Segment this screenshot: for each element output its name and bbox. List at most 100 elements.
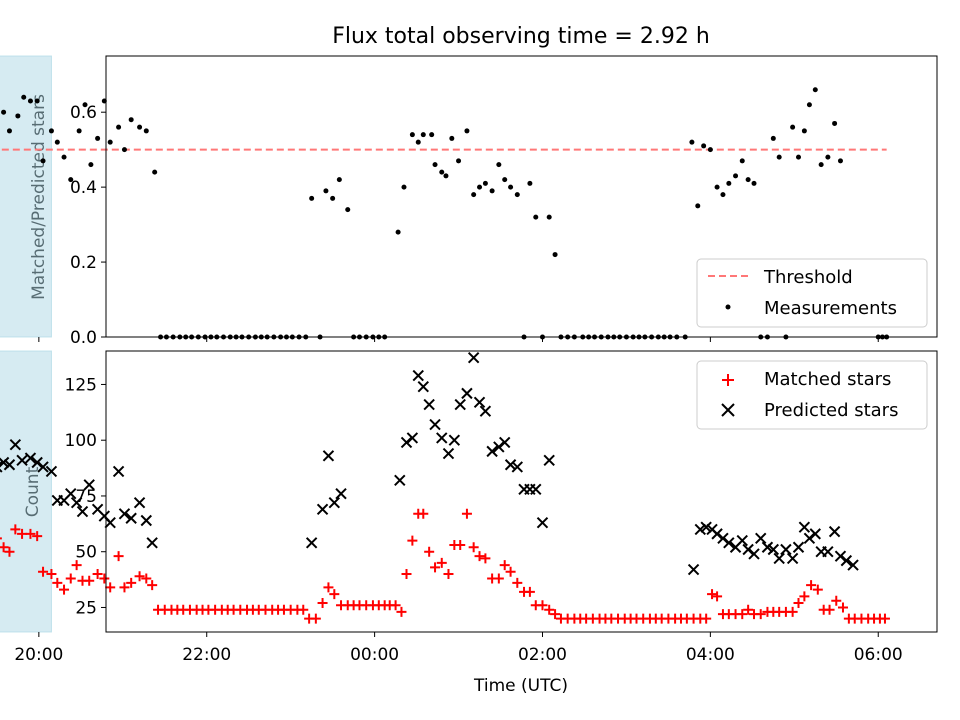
predicted-star-point <box>9 438 22 451</box>
matched-star-point <box>831 595 842 606</box>
predicted-star-point <box>305 537 318 549</box>
measurement-point <box>323 188 329 194</box>
matched-star-point <box>59 584 70 595</box>
predicted-star-point <box>780 543 792 556</box>
chart-title: Flux total observing time = 2.92 h <box>332 24 710 49</box>
matched-star-point <box>99 573 110 584</box>
matched-star-point <box>25 528 36 539</box>
matched-star-point <box>793 598 804 609</box>
predicted-star-point <box>406 432 419 444</box>
predicted-stars-series <box>0 351 859 576</box>
measurement-point <box>825 154 831 160</box>
matched-star-point <box>0 542 9 553</box>
matched-star-point <box>105 582 116 593</box>
matched-legend-swatch <box>722 374 734 386</box>
measurement-point <box>689 139 695 145</box>
predicted-star-point <box>70 496 83 509</box>
matched-star-point <box>787 606 798 617</box>
measurement-point <box>751 180 757 186</box>
measurement-point <box>456 158 462 164</box>
top-legend: Threshold Measurements <box>696 258 928 328</box>
matched-star-point <box>4 546 15 557</box>
measurement-point <box>733 173 739 179</box>
predicted-star-point <box>530 483 542 495</box>
top-axes-frame <box>105 55 938 338</box>
matched-star-point <box>134 571 145 582</box>
predicted-star-point <box>104 517 116 529</box>
measurement-point <box>508 184 514 190</box>
measurement-point <box>776 154 782 160</box>
measurement-point <box>6 128 12 134</box>
matched-star-point <box>436 557 447 568</box>
predicted-star-point <box>473 396 486 409</box>
measurement-point <box>395 229 401 235</box>
predicted-star-point <box>322 450 335 462</box>
measurement-point <box>502 177 508 183</box>
predicted-star-point <box>448 434 461 446</box>
matched-star-point <box>401 569 412 580</box>
matched-star-point <box>799 591 810 602</box>
measurement-point <box>15 113 21 119</box>
matched-star-point <box>712 591 723 602</box>
measurement-point <box>54 139 60 145</box>
x-axis-label: Time (UTC) <box>473 676 568 696</box>
measurement-point <box>61 154 67 160</box>
predicted-star-point <box>773 552 785 565</box>
measurement-point <box>121 147 127 153</box>
predicted-star-point <box>328 496 341 509</box>
predicted-star-point <box>76 505 89 518</box>
measurement-point <box>695 203 701 209</box>
measurement-point <box>116 124 122 130</box>
matched-star-point <box>480 553 491 564</box>
measurement-point <box>330 195 336 201</box>
matched-stars-series <box>0 508 890 624</box>
predicted-star-point <box>828 525 841 538</box>
matched-star-point <box>499 560 510 571</box>
measurement-point <box>477 184 483 190</box>
measurement-point <box>546 214 552 220</box>
predicted-star-point <box>394 474 406 487</box>
x-tick-label: 04:00 <box>686 645 735 665</box>
measurement-point <box>533 214 539 220</box>
measurement-point <box>95 135 101 141</box>
measurement-point <box>812 87 818 93</box>
measurement-point <box>527 180 533 186</box>
measurement-point <box>464 128 470 134</box>
matched-star-point <box>396 606 407 617</box>
predicted-legend-swatch <box>721 403 735 417</box>
matched-star-point <box>524 586 535 597</box>
matched-star-point <box>837 602 848 613</box>
predicted-star-point <box>511 461 524 473</box>
measurement-point <box>707 147 713 153</box>
matched-star-point <box>537 600 548 611</box>
matched-star-point <box>424 546 435 557</box>
x-tick-label: 20:00 <box>14 645 63 665</box>
matched-star-point <box>119 582 130 593</box>
matched-star-point <box>317 598 328 609</box>
matched-star-point <box>812 584 823 595</box>
matched-star-point <box>512 577 523 588</box>
measurement-point <box>143 128 149 134</box>
predicted-star-point <box>736 534 748 547</box>
matched-star-point <box>737 609 748 620</box>
predicted-star-point <box>140 514 152 527</box>
matched-star-point <box>544 604 555 615</box>
matched-star-point <box>329 589 340 600</box>
predicted-star-point <box>792 541 805 553</box>
measurement-point <box>420 132 426 138</box>
measurement-point <box>48 128 54 134</box>
matched-star-point <box>755 609 766 620</box>
x-tick-label: 06:00 <box>854 645 903 665</box>
predicted-star-point <box>767 543 780 556</box>
predicted-star-point <box>423 398 435 411</box>
matched-star-point <box>298 604 309 615</box>
predicted-star-point <box>146 537 158 549</box>
measurement-point <box>88 162 94 168</box>
measurement-point <box>429 132 435 138</box>
matched-star-point <box>84 575 95 586</box>
predicted-star-point <box>742 543 754 556</box>
predicted-star-point <box>133 496 146 509</box>
matched-star-point <box>474 551 485 562</box>
predicted-star-point <box>834 550 847 562</box>
predicted-star-point <box>0 461 3 473</box>
